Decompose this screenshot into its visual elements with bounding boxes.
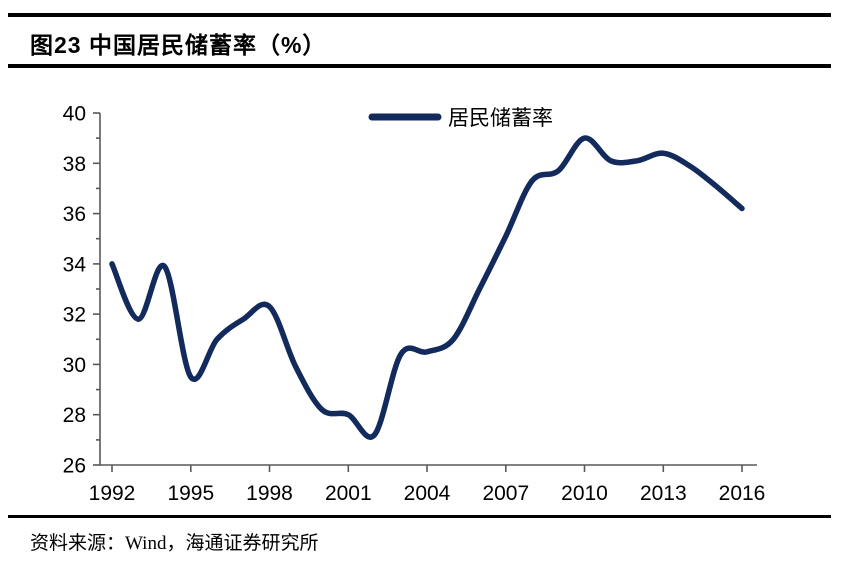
x-tick-label: 2016 [719,482,766,505]
series-line [109,135,745,440]
y-tick-label: 40 [63,103,86,126]
x-tick-label: 2010 [561,482,608,505]
y-tick-label: 28 [63,404,86,427]
x-tick-label: 2013 [640,482,687,505]
x-tick-label: 2001 [325,482,372,505]
legend-label: 居民储蓄率 [448,106,553,130]
source-note: 资料来源：Wind，海通证券研究所 [30,533,319,554]
footer-divider [8,515,831,518]
x-tick-label: 1995 [167,482,214,505]
title-divider [8,64,831,68]
y-tick-label: 30 [63,354,86,377]
figure-title: 图23 中国居民储蓄率（%） [30,32,327,58]
y-tick-label: 32 [63,304,86,327]
x-tick-label: 1992 [89,482,136,505]
top-divider [8,13,831,17]
x-tick-label: 2004 [404,482,451,505]
y-tick-label: 34 [63,253,87,276]
y-tick-label: 26 [63,455,86,478]
x-tick-label: 2007 [482,482,529,505]
y-tick-label: 36 [63,203,86,226]
x-tick-label: 1998 [246,482,293,505]
y-tick-label: 38 [63,153,86,176]
